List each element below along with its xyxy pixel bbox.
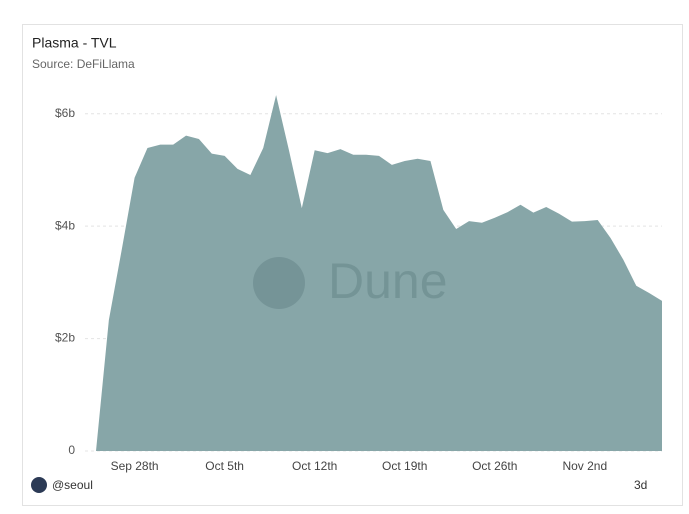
y-tick-label: $4b [55, 218, 75, 232]
watermark-text: Dune [328, 253, 448, 309]
x-tick-label: Sep 28th [111, 459, 159, 473]
badge: 3d [634, 478, 647, 492]
area [96, 95, 662, 451]
user-avatar [31, 477, 47, 493]
chart-subtitle: Source: DeFiLlama [32, 57, 135, 71]
y-tick-label: 0 [68, 443, 75, 457]
x-tick-label: Oct 26th [472, 459, 517, 473]
x-tick-label: Oct 19th [382, 459, 427, 473]
x-tick-label: Oct 5th [205, 459, 244, 473]
x-tick-label: Oct 12th [292, 459, 337, 473]
watermark: Dune [253, 253, 448, 309]
user-name[interactable]: @seoul [52, 478, 93, 492]
y-tick-label: $6b [55, 106, 75, 120]
chart-title: Plasma - TVL [32, 35, 117, 51]
y-tick-label: $2b [55, 331, 75, 345]
x-tick-label: Nov 2nd [562, 459, 607, 473]
